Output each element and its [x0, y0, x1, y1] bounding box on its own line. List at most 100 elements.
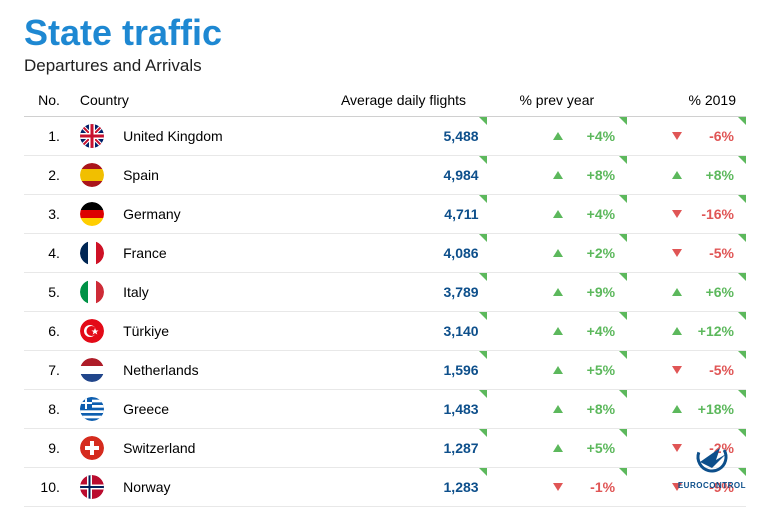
pct-2019: +12%: [627, 312, 746, 351]
row-no: 2.: [24, 156, 76, 195]
arrow-down-icon: [672, 210, 682, 218]
arrow-up-icon: [553, 132, 563, 140]
flag-tr-icon: [76, 312, 119, 351]
page-title: State traffic: [24, 12, 746, 54]
pct-2019-value: -16%: [692, 206, 734, 222]
pct-prev-year-value: +2%: [573, 245, 615, 261]
pct-prev-year-value: +5%: [573, 362, 615, 378]
arrow-up-icon: [553, 210, 563, 218]
eurocontrol-logo-text: EUROCONTROL: [678, 481, 746, 490]
pct-prev-year: +8%: [487, 156, 628, 195]
row-no: 10.: [24, 468, 76, 507]
table-row: 6.Türkiye3,140+4%+12%: [24, 312, 746, 351]
col-header-2019: % 2019: [627, 86, 746, 117]
flag-it-icon: [76, 273, 119, 312]
eurocontrol-logo: EUROCONTROL: [678, 440, 746, 490]
page-subtitle: Departures and Arrivals: [24, 56, 746, 76]
col-header-no: No.: [24, 86, 76, 117]
pct-prev-year: +5%: [487, 351, 628, 390]
pct-prev-year: +4%: [487, 312, 628, 351]
pct-2019-value: +12%: [692, 323, 734, 339]
table-header-row: No. Country Average daily flights % prev…: [24, 86, 746, 117]
row-no: 4.: [24, 234, 76, 273]
flag-uk-icon: [76, 117, 119, 156]
table-row: 10.Norway1,283-1%-9%: [24, 468, 746, 507]
daily-flights-value: 4,086: [324, 234, 486, 273]
pct-2019-value: +6%: [692, 284, 734, 300]
pct-prev-year-value: +8%: [573, 401, 615, 417]
pct-2019-value: +8%: [692, 167, 734, 183]
arrow-up-icon: [553, 366, 563, 374]
pct-prev-year: +4%: [487, 195, 628, 234]
daily-flights-value: 1,283: [324, 468, 486, 507]
table-row: 9.Switzerland1,287+5%-2%: [24, 429, 746, 468]
pct-prev-year: -1%: [487, 468, 628, 507]
pct-prev-year-value: +4%: [573, 323, 615, 339]
pct-2019: -5%: [627, 234, 746, 273]
pct-2019: -6%: [627, 117, 746, 156]
pct-prev-year: +8%: [487, 390, 628, 429]
arrow-up-icon: [553, 327, 563, 335]
country-name: Norway: [119, 468, 324, 507]
arrow-down-icon: [672, 366, 682, 374]
row-no: 3.: [24, 195, 76, 234]
country-name: Greece: [119, 390, 324, 429]
row-no: 5.: [24, 273, 76, 312]
col-header-country: Country: [76, 86, 325, 117]
arrow-up-icon: [553, 171, 563, 179]
pct-2019: -5%: [627, 351, 746, 390]
pct-prev-year-value: +5%: [573, 440, 615, 456]
daily-flights-value: 4,984: [324, 156, 486, 195]
country-name: Switzerland: [119, 429, 324, 468]
flag-fr-icon: [76, 234, 119, 273]
daily-flights-value: 1,483: [324, 390, 486, 429]
flag-gr-icon: [76, 390, 119, 429]
pct-prev-year-value: +8%: [573, 167, 615, 183]
flag-es-icon: [76, 156, 119, 195]
table-row: 2. Spain4,984 +8% +8%: [24, 156, 746, 195]
daily-flights-value: 3,789: [324, 273, 486, 312]
table-row: 8. Greece1,483 +8% +18%: [24, 390, 746, 429]
pct-2019: +8%: [627, 156, 746, 195]
pct-prev-year: +5%: [487, 429, 628, 468]
eurocontrol-logo-icon: [690, 440, 734, 474]
pct-2019: -16%: [627, 195, 746, 234]
pct-2019-value: -5%: [692, 362, 734, 378]
table-row: 5. Italy3,789 +9% +6%: [24, 273, 746, 312]
col-header-flights: Average daily flights: [324, 86, 486, 117]
flag-no-icon: [76, 468, 119, 507]
row-no: 8.: [24, 390, 76, 429]
arrow-down-icon: [553, 483, 563, 491]
daily-flights-value: 3,140: [324, 312, 486, 351]
flag-nl-icon: [76, 351, 119, 390]
col-header-prev: % prev year: [487, 86, 628, 117]
arrow-up-icon: [553, 405, 563, 413]
traffic-table: No. Country Average daily flights % prev…: [24, 86, 746, 507]
table-row: 7.Netherlands1,596+5%-5%: [24, 351, 746, 390]
country-name: Türkiye: [119, 312, 324, 351]
table-row: 3.Germany4,711+4%-16%: [24, 195, 746, 234]
country-name: Netherlands: [119, 351, 324, 390]
arrow-up-icon: [672, 171, 682, 179]
flag-de-icon: [76, 195, 119, 234]
country-name: Italy: [119, 273, 324, 312]
arrow-down-icon: [672, 132, 682, 140]
daily-flights-value: 1,596: [324, 351, 486, 390]
pct-2019: +18%: [627, 390, 746, 429]
pct-prev-year: +4%: [487, 117, 628, 156]
pct-2019: +6%: [627, 273, 746, 312]
arrow-up-icon: [672, 405, 682, 413]
pct-prev-year-value: +4%: [573, 128, 615, 144]
pct-prev-year-value: -1%: [573, 479, 615, 495]
country-name: Spain: [119, 156, 324, 195]
flag-ch-icon: [76, 429, 119, 468]
daily-flights-value: 1,287: [324, 429, 486, 468]
pct-2019-value: -6%: [692, 128, 734, 144]
pct-prev-year-value: +9%: [573, 284, 615, 300]
pct-2019-value: +18%: [692, 401, 734, 417]
pct-prev-year-value: +4%: [573, 206, 615, 222]
pct-prev-year: +9%: [487, 273, 628, 312]
country-name: France: [119, 234, 324, 273]
arrow-up-icon: [672, 288, 682, 296]
pct-prev-year: +2%: [487, 234, 628, 273]
